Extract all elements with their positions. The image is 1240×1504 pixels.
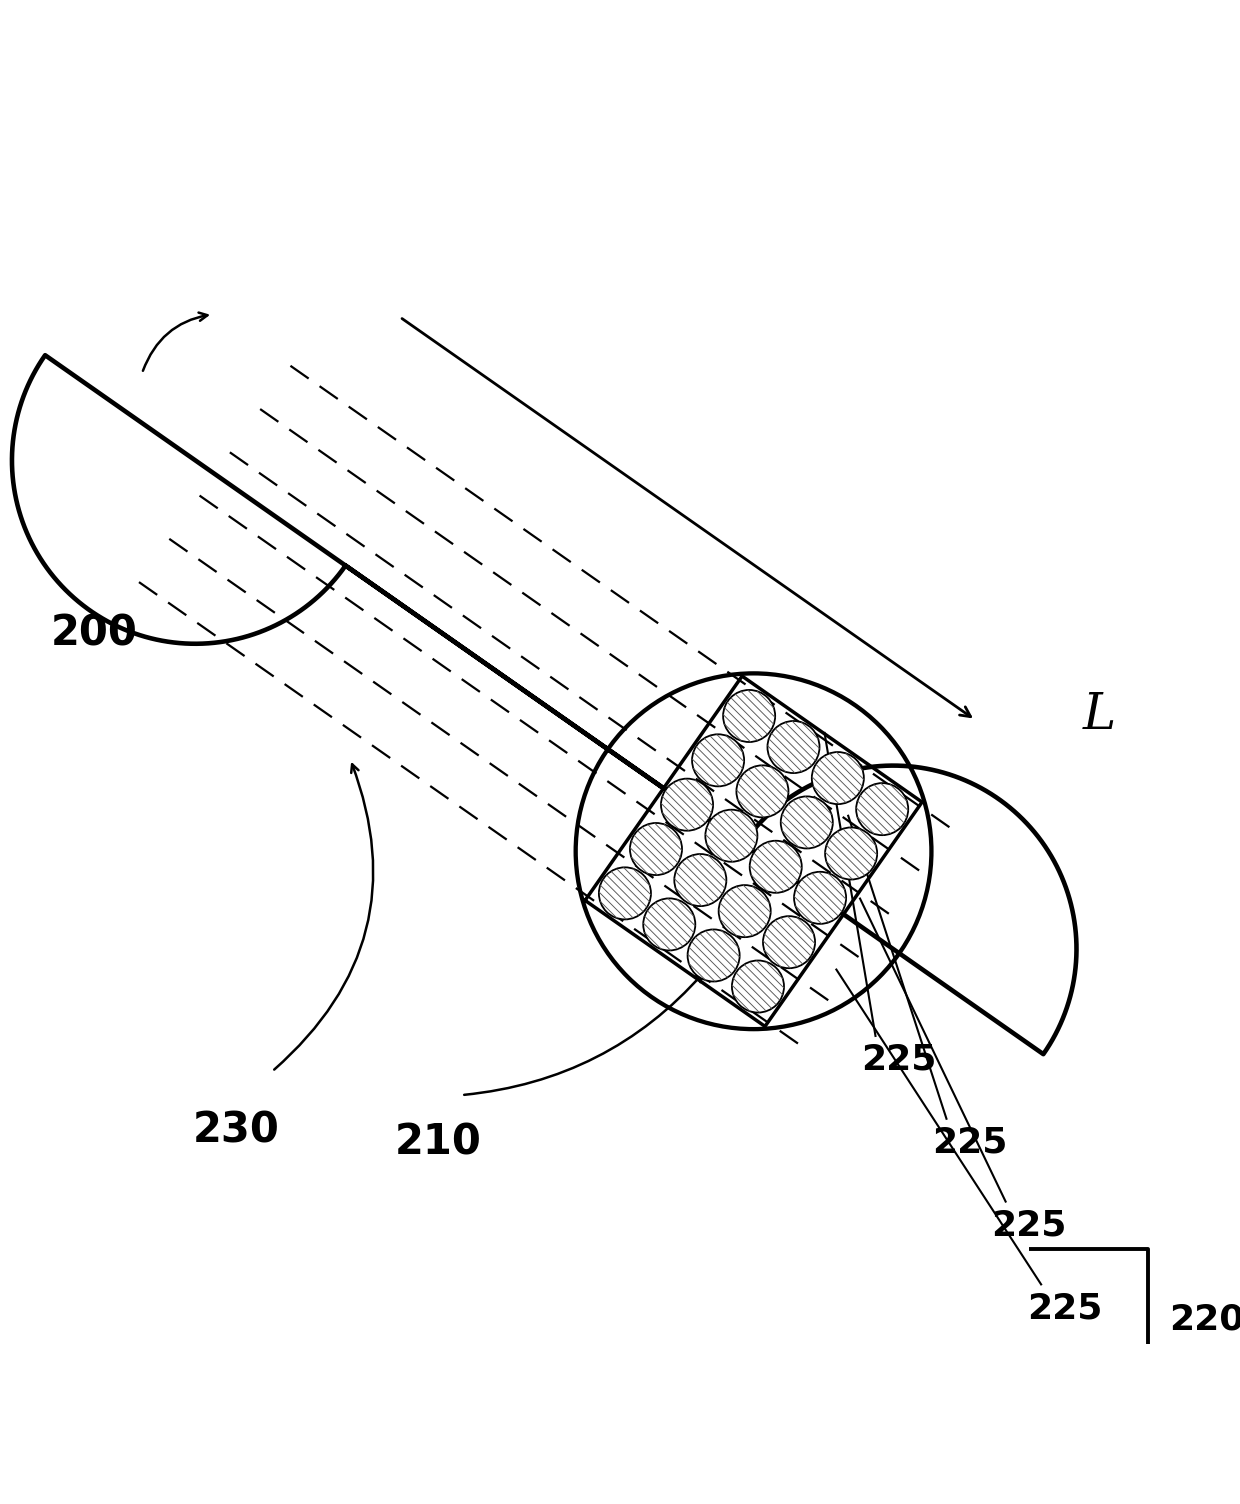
Text: 225: 225 xyxy=(992,1208,1066,1242)
Circle shape xyxy=(750,841,802,893)
Circle shape xyxy=(732,961,784,1012)
Circle shape xyxy=(794,872,846,923)
Circle shape xyxy=(723,690,775,741)
Text: 225: 225 xyxy=(932,1125,1008,1160)
Circle shape xyxy=(692,734,744,787)
Circle shape xyxy=(781,797,833,848)
Circle shape xyxy=(675,854,727,905)
Circle shape xyxy=(599,868,651,919)
Text: 225: 225 xyxy=(862,1042,937,1077)
Circle shape xyxy=(856,784,908,835)
Circle shape xyxy=(812,752,864,805)
Circle shape xyxy=(706,809,758,862)
Text: 220: 220 xyxy=(1169,1302,1240,1337)
Text: 225: 225 xyxy=(1027,1290,1102,1325)
Text: L: L xyxy=(1083,690,1116,740)
Text: 200: 200 xyxy=(51,612,138,654)
Circle shape xyxy=(825,827,877,880)
Circle shape xyxy=(737,766,789,817)
Circle shape xyxy=(688,929,739,982)
Circle shape xyxy=(719,884,771,937)
Text: 210: 210 xyxy=(394,1122,481,1164)
Circle shape xyxy=(763,916,815,969)
Circle shape xyxy=(630,823,682,875)
Circle shape xyxy=(644,898,696,951)
Circle shape xyxy=(768,720,820,773)
Circle shape xyxy=(661,779,713,830)
Text: 230: 230 xyxy=(193,1110,280,1152)
